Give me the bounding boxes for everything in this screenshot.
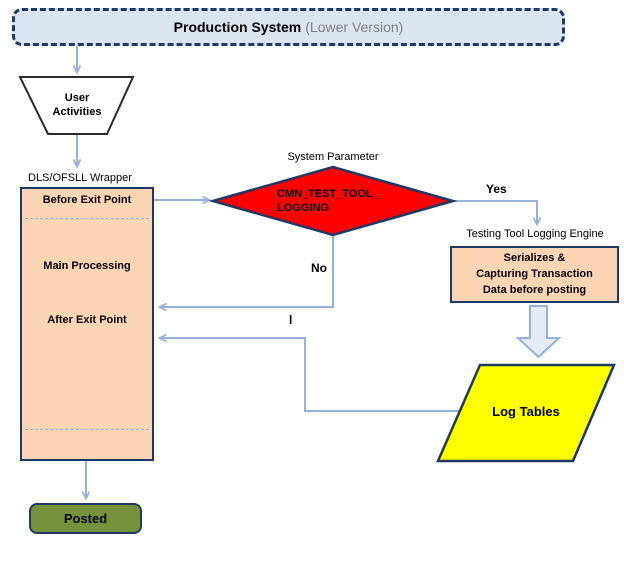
edge-no-label: No [311,261,327,275]
edge-decision-no [157,236,334,312]
block-down-arrow [515,305,562,359]
edge-stray-label: l [289,313,293,327]
posted-node [29,503,142,534]
logging-engine-label: Serializes & Capturing Transaction Data … [476,252,593,296]
edge-yes-label: Yes [486,182,507,196]
logging-engine-title-label: Testing Tool Logging Engine [466,228,604,240]
production-system-node [12,8,565,46]
wrapper-dashed-separator-bottom [25,429,149,430]
system-parameter-label: System Parameter [287,151,379,163]
posted-label: Posted [63,511,108,526]
wrapper-dashed-separator-top [25,218,149,219]
edge-logtables-to-wrapper [157,333,459,412]
wrapper-section-after-exit: After Exit Point [47,314,127,326]
log-tables-label: Log Tables [492,404,560,419]
wrapper-section-before-exit: Before Exit Point [42,194,132,206]
logging-engine-node [450,246,619,303]
dls-ofsll-wrapper-node [20,187,154,461]
wrapper-section-main-processing: Main Processing [43,260,131,272]
edge-decision-yes [453,200,542,227]
page-title-suffix: (Lower Version) [305,19,404,35]
page-title-main: Production System [173,19,302,35]
wrapper-title-label: DLS/OFSLL Wrapper [28,172,132,184]
decision-label: CMN_TEST_TOOL_ LOGGING [277,188,379,214]
page-title: Production System (Lower Version) [12,8,565,46]
user-activities-label: User Activities [52,92,102,118]
